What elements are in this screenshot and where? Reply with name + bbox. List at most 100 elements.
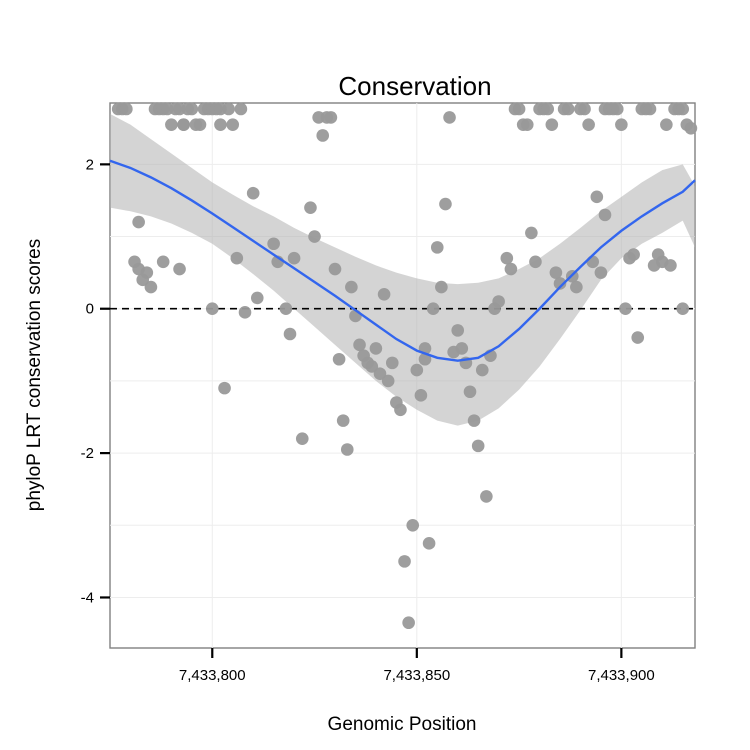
data-point[interactable] [141, 266, 154, 279]
data-point[interactable] [456, 342, 469, 355]
data-point[interactable] [370, 342, 383, 355]
data-point[interactable] [525, 227, 538, 240]
data-point[interactable] [235, 103, 248, 116]
data-point[interactable] [431, 241, 444, 254]
data-point[interactable] [386, 357, 399, 370]
data-point[interactable] [615, 118, 628, 131]
data-point[interactable] [353, 339, 366, 352]
data-point[interactable] [443, 111, 456, 124]
data-point[interactable] [411, 364, 424, 377]
data-point[interactable] [304, 201, 317, 214]
data-point[interactable] [505, 263, 518, 276]
data-point[interactable] [676, 103, 689, 116]
data-point[interactable] [251, 292, 264, 305]
data-point[interactable] [415, 389, 428, 402]
data-point[interactable] [480, 490, 493, 503]
data-point[interactable] [239, 306, 252, 319]
confidence-band [110, 114, 695, 426]
data-point[interactable] [214, 118, 227, 131]
y-axis-tick-label: 0 [86, 301, 94, 318]
data-point[interactable] [435, 281, 448, 294]
data-point[interactable] [685, 122, 698, 135]
data-point[interactable] [611, 103, 624, 116]
data-point[interactable] [333, 353, 346, 366]
data-point[interactable] [546, 118, 559, 131]
data-point[interactable] [165, 118, 178, 131]
y-axis-ticks [100, 164, 110, 597]
data-point[interactable] [439, 198, 452, 211]
data-point[interactable] [550, 266, 563, 279]
data-point[interactable] [222, 103, 235, 116]
data-point[interactable] [247, 187, 260, 200]
data-point[interactable] [591, 191, 604, 204]
data-point[interactable] [345, 281, 358, 294]
data-point[interactable] [513, 103, 526, 116]
y-axis-tick-label: 2 [86, 156, 94, 173]
data-point[interactable] [308, 230, 321, 243]
data-point[interactable] [529, 256, 542, 269]
data-point[interactable] [394, 403, 407, 416]
data-point[interactable] [132, 216, 145, 229]
data-point[interactable] [599, 209, 612, 222]
data-point[interactable] [562, 103, 575, 116]
data-point[interactable] [676, 302, 689, 315]
data-point[interactable] [145, 281, 158, 294]
data-point[interactable] [378, 288, 391, 301]
data-point[interactable] [521, 118, 534, 131]
data-point[interactable] [464, 385, 477, 398]
data-point[interactable] [218, 382, 231, 395]
data-point[interactable] [660, 118, 673, 131]
data-point[interactable] [627, 248, 640, 261]
data-point[interactable] [186, 103, 199, 116]
y-axis-tick-labels: 2 0 -2 -4 [81, 156, 94, 606]
data-point[interactable] [423, 537, 436, 550]
y-axis-tick-label: -2 [81, 445, 94, 462]
data-point[interactable] [451, 324, 464, 337]
data-point[interactable] [288, 252, 301, 265]
data-point[interactable] [501, 252, 514, 265]
data-point[interactable] [325, 111, 338, 124]
data-point[interactable] [476, 364, 489, 377]
data-point[interactable] [468, 414, 481, 427]
data-point[interactable] [231, 252, 244, 265]
data-point[interactable] [427, 302, 440, 315]
data-point[interactable] [337, 414, 350, 427]
conservation-scatter-svg: Conservation 20-2-4 7,433,800 7,433,850 7,… [0, 0, 750, 750]
data-point[interactable] [267, 237, 280, 250]
data-point[interactable] [177, 118, 190, 131]
data-point[interactable] [595, 266, 608, 279]
data-point[interactable] [226, 118, 239, 131]
data-point[interactable] [472, 440, 485, 453]
data-point[interactable] [296, 432, 309, 445]
data-point[interactable] [644, 103, 657, 116]
data-point[interactable] [398, 555, 411, 568]
x-axis-tick-label: 7,433,800 [179, 667, 246, 684]
data-point[interactable] [284, 328, 297, 341]
x-axis-tick-label: 7,433,850 [383, 667, 450, 684]
data-point[interactable] [120, 103, 133, 116]
data-point[interactable] [341, 443, 354, 456]
data-point[interactable] [316, 129, 329, 142]
data-point[interactable] [402, 616, 415, 629]
x-axis-title: Genomic Position [328, 714, 477, 735]
data-point[interactable] [206, 302, 219, 315]
data-point[interactable] [173, 263, 186, 276]
data-point[interactable] [492, 295, 505, 308]
data-point[interactable] [157, 256, 170, 269]
data-point[interactable] [619, 302, 632, 315]
x-axis-tick-labels: 7,433,800 7,433,850 7,433,900 [179, 667, 655, 684]
data-point[interactable] [382, 375, 395, 388]
data-point[interactable] [570, 281, 583, 294]
conservation-chart-container: Conservation 2 0 -2 -4 7,433,800 7,433,850 7,… [0, 0, 750, 750]
data-point[interactable] [541, 103, 554, 116]
data-point[interactable] [329, 263, 342, 276]
data-point[interactable] [631, 331, 644, 344]
data-point[interactable] [582, 118, 595, 131]
data-point[interactable] [664, 259, 677, 272]
data-point[interactable] [406, 519, 419, 532]
data-point[interactable] [586, 256, 599, 269]
data-point[interactable] [578, 103, 591, 116]
chart-title: Conservation [338, 71, 491, 101]
data-point[interactable] [280, 302, 293, 315]
data-point[interactable] [194, 118, 207, 131]
